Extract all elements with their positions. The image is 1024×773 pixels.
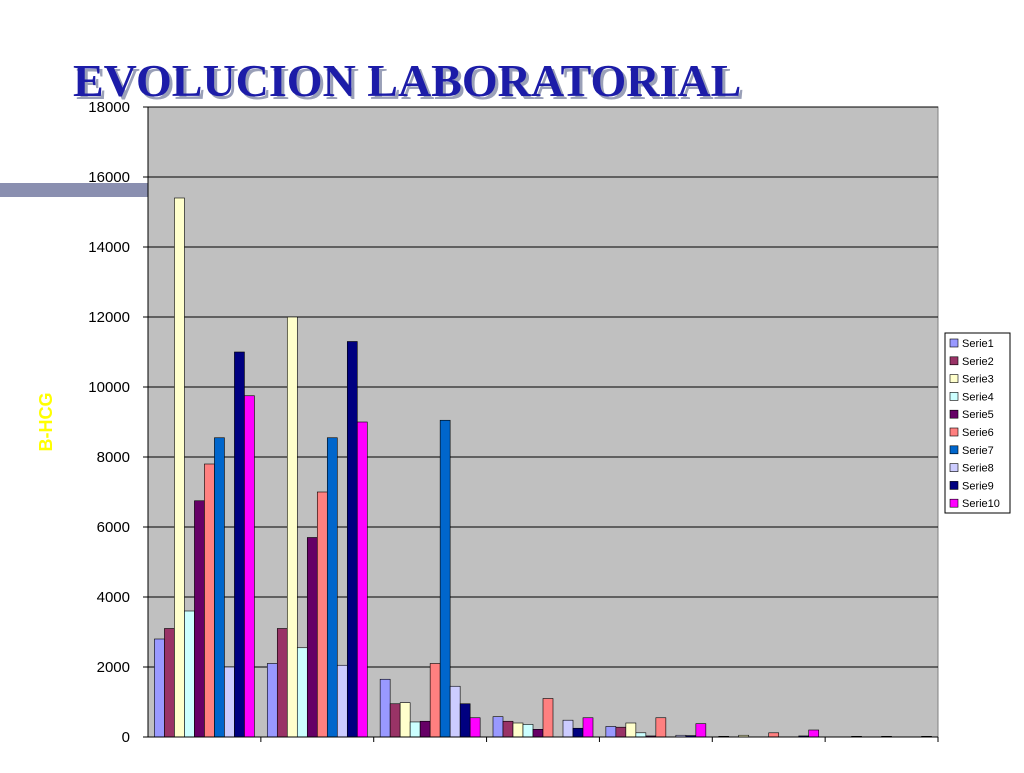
bar	[194, 500, 205, 738]
bar	[655, 717, 667, 738]
bar	[492, 716, 504, 738]
legend-swatch	[949, 409, 959, 419]
bar	[605, 726, 617, 738]
bar	[572, 727, 584, 738]
bar	[502, 720, 514, 738]
y-tick-label: 14000	[88, 239, 130, 256]
legend-swatch	[949, 374, 959, 383]
bar	[389, 703, 401, 738]
legend-swatch	[949, 392, 959, 401]
legend-swatch	[949, 427, 959, 437]
bar	[695, 723, 707, 738]
legend-swatch	[949, 481, 959, 490]
bar	[234, 351, 245, 738]
legend-swatch	[949, 338, 959, 348]
legend-swatch	[949, 356, 959, 366]
bar	[224, 666, 235, 738]
bar	[154, 638, 165, 738]
bar	[336, 664, 348, 738]
legend-label: Serie9	[962, 480, 994, 492]
bar	[409, 721, 421, 738]
bar	[582, 717, 594, 738]
bar	[184, 610, 195, 738]
bar	[399, 702, 411, 738]
legend-label: Serie2	[962, 356, 994, 368]
bar	[306, 537, 318, 738]
bar	[164, 628, 175, 738]
bar	[244, 395, 255, 738]
bar	[625, 722, 637, 738]
bar	[439, 419, 451, 738]
bar	[266, 663, 278, 738]
bar	[316, 491, 328, 738]
decor-bar	[0, 183, 148, 197]
bar	[542, 698, 554, 738]
bar	[562, 719, 574, 738]
bar	[768, 732, 780, 738]
legend-label: Serie5	[962, 409, 994, 421]
bar	[379, 678, 391, 738]
legend-swatch	[949, 445, 959, 455]
y-tick-label: 16000	[88, 169, 130, 186]
bar	[419, 720, 431, 738]
bar	[449, 685, 461, 738]
legend-label: Serie6	[962, 427, 994, 439]
legend-label: Serie8	[962, 463, 994, 475]
bar	[286, 316, 298, 738]
legend-label: Serie1	[962, 338, 994, 350]
bar	[459, 703, 471, 738]
y-tick-label: 4000	[97, 589, 130, 606]
bar	[296, 647, 308, 738]
chart-title: EVOLUCION LABORATORIAL	[73, 55, 741, 106]
legend-swatch	[949, 498, 959, 508]
y-tick-label: 10000	[88, 379, 130, 396]
y-tick-label: 2000	[97, 659, 130, 676]
bar	[512, 722, 524, 738]
bar	[174, 197, 185, 738]
plot-area	[147, 106, 939, 738]
legend-label: Serie7	[962, 445, 994, 457]
bar	[635, 732, 647, 738]
bar	[532, 728, 544, 738]
bar	[346, 341, 358, 738]
legend-label: Serie3	[962, 374, 994, 386]
bar	[615, 726, 627, 738]
bar	[204, 463, 215, 738]
title-shadow: EVOLUCION LABORATORIAL	[76, 58, 744, 109]
bar	[469, 717, 481, 738]
bar	[429, 663, 441, 738]
y-tick-label: 8000	[97, 449, 130, 466]
bar	[808, 729, 820, 738]
bar	[356, 421, 368, 738]
bar	[326, 437, 338, 738]
y-tick-label: 18000	[88, 99, 130, 116]
y-tick-label: 0	[122, 729, 130, 746]
bar	[214, 437, 225, 738]
legend-label: Serie10	[962, 498, 1000, 510]
y-tick-label: 6000	[97, 519, 130, 536]
y-tick-label: 12000	[88, 309, 130, 326]
bar	[276, 628, 288, 738]
legend-label: Serie4	[962, 391, 994, 403]
y-axis-label: B-HCG	[36, 393, 56, 452]
bar	[522, 724, 534, 738]
legend-swatch	[949, 463, 959, 472]
